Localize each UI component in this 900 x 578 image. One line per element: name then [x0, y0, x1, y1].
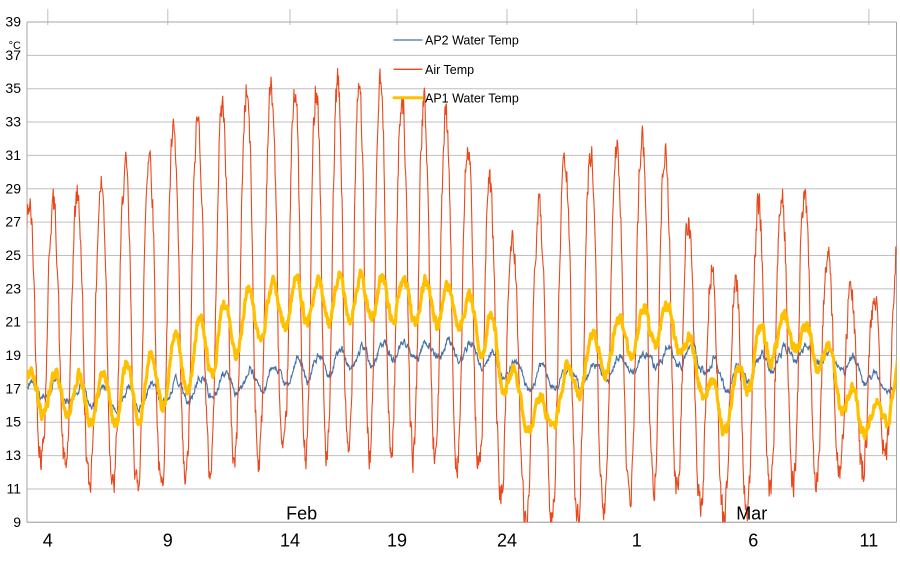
- svg-text:21: 21: [5, 314, 21, 330]
- svg-text:35: 35: [5, 80, 21, 96]
- svg-text:AP1 Water Temp: AP1 Water Temp: [425, 91, 519, 105]
- svg-text:9: 9: [163, 530, 173, 550]
- svg-text:31: 31: [5, 147, 21, 163]
- svg-text:19: 19: [387, 530, 407, 550]
- svg-text:23: 23: [5, 280, 21, 296]
- svg-text:4: 4: [43, 530, 53, 550]
- svg-text:11: 11: [6, 480, 21, 496]
- svg-text:Air Temp: Air Temp: [425, 63, 474, 77]
- svg-text:Mar: Mar: [736, 504, 767, 524]
- svg-text:24: 24: [497, 530, 517, 550]
- svg-text:33: 33: [5, 114, 21, 130]
- svg-text:39: 39: [5, 14, 21, 30]
- svg-text:15: 15: [5, 414, 21, 430]
- svg-text:9: 9: [13, 514, 21, 530]
- svg-text:13: 13: [5, 447, 21, 463]
- svg-text:17: 17: [5, 380, 21, 396]
- svg-text:Feb: Feb: [286, 504, 317, 524]
- svg-text:6: 6: [748, 530, 758, 550]
- svg-text:14: 14: [280, 530, 300, 550]
- svg-text:1: 1: [632, 530, 642, 550]
- svg-text:AP2 Water Temp: AP2 Water Temp: [425, 34, 519, 48]
- svg-text:29: 29: [5, 180, 21, 196]
- svg-text:°C: °C: [9, 40, 21, 52]
- svg-text:19: 19: [5, 347, 21, 363]
- svg-text:27: 27: [5, 214, 21, 230]
- svg-text:25: 25: [5, 247, 21, 263]
- svg-text:11: 11: [860, 530, 879, 550]
